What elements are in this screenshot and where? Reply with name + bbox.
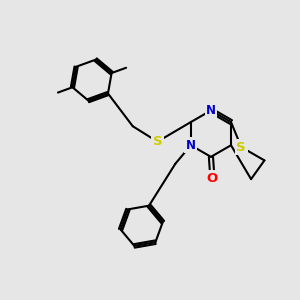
Text: N: N: [206, 104, 216, 117]
Text: S: S: [236, 140, 246, 154]
Text: S: S: [153, 135, 162, 148]
Text: O: O: [207, 172, 218, 185]
Text: N: N: [186, 139, 196, 152]
